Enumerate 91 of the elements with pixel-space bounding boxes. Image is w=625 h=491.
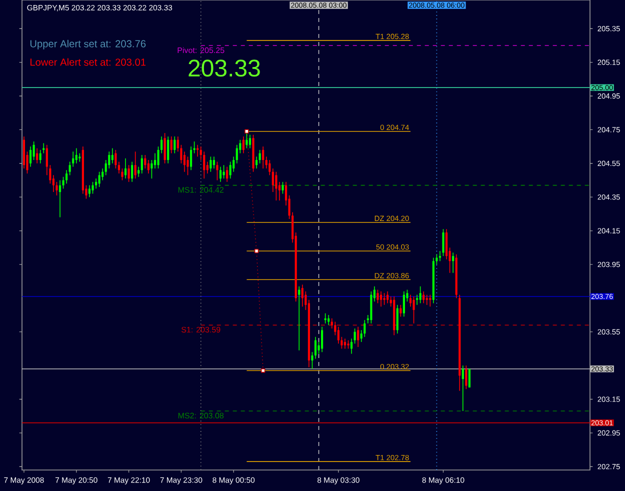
candlestick (426, 294, 428, 306)
candlestick (337, 326, 340, 344)
candlestick (386, 291, 389, 304)
candlestick (183, 151, 186, 172)
candlestick (409, 294, 412, 307)
candlestick (32, 141, 35, 160)
series-label: S1: 203.59 (181, 326, 220, 333)
candlestick (383, 292, 386, 306)
candlestick (468, 368, 471, 388)
candlestick (219, 166, 222, 182)
candlestick (131, 161, 134, 182)
candlestick (190, 146, 192, 171)
candlestick (29, 146, 32, 168)
annotation: Lower Alert set at: 203.01 (30, 58, 146, 66)
candlestick (412, 296, 415, 324)
candlestick (154, 152, 156, 169)
candlestick (88, 184, 91, 198)
candlestick (111, 148, 114, 164)
candlestick (193, 141, 196, 154)
candlestick (118, 161, 120, 174)
candlestick (236, 144, 238, 164)
candlestick (164, 132, 166, 164)
candlestick (354, 328, 356, 344)
candlestick (138, 166, 140, 178)
candlestick (46, 144, 48, 176)
candlestick (212, 156, 216, 169)
candlestick (419, 286, 422, 304)
candlestick (314, 336, 317, 360)
candlestick (167, 136, 170, 164)
candlestick (380, 291, 382, 307)
candlestick (330, 318, 333, 329)
candlestick (94, 178, 98, 190)
candlestick (134, 151, 136, 179)
candlestick (222, 164, 225, 179)
candlestick (465, 365, 468, 390)
point (254, 248, 259, 254)
series-label: MS2: 203.08 (178, 412, 224, 418)
candlestick (400, 304, 402, 318)
candlestick (275, 171, 278, 201)
series-label: MS1: 204.42 (178, 187, 224, 193)
candlestick (445, 228, 448, 260)
candlestick (298, 286, 300, 351)
candlestick (114, 150, 117, 169)
candlestick (226, 166, 228, 182)
candlestick (144, 154, 146, 169)
candlestick (39, 150, 42, 164)
candlestick (462, 365, 464, 412)
candlestick (124, 158, 127, 179)
point (260, 368, 266, 373)
candlestick (196, 144, 199, 158)
candlestick (344, 338, 346, 350)
candlestick (248, 134, 252, 149)
candlestick (452, 252, 454, 274)
candlestick (262, 146, 264, 169)
candlestick (216, 161, 218, 181)
candlestick (321, 326, 324, 352)
candlestick (102, 168, 104, 181)
candlestick (36, 148, 38, 164)
candlestick (282, 182, 284, 194)
candlestick (75, 148, 78, 164)
candlestick (416, 294, 418, 306)
candlestick (92, 182, 94, 194)
candlestick (396, 304, 398, 334)
candlestick (170, 136, 172, 154)
candlestick (268, 160, 271, 176)
candlestick (255, 156, 258, 169)
annotation: Upper Alert set at: 203.76 (30, 40, 146, 50)
candlestick (174, 136, 176, 154)
series-label: Pivot: 205.25 (178, 47, 224, 54)
candlestick (258, 150, 261, 164)
candlestick (376, 289, 379, 304)
candlestick (58, 180, 62, 218)
candlestick (128, 164, 130, 182)
candlestick (272, 168, 274, 192)
candlestick (98, 171, 100, 188)
candlestick (350, 338, 353, 354)
candlestick (242, 136, 244, 154)
candlestick (232, 156, 235, 172)
candlestick (422, 291, 425, 304)
candlestick (42, 142, 45, 154)
candlestick (246, 130, 248, 149)
candlestick (66, 170, 68, 184)
candlestick (210, 156, 212, 172)
candlestick (429, 294, 432, 307)
candlestick (301, 284, 304, 307)
candlestick (402, 291, 405, 318)
point (244, 129, 249, 134)
candlestick (357, 326, 360, 348)
candlestick (147, 160, 150, 174)
candlestick (140, 154, 143, 174)
annotation: 203.33 (188, 60, 260, 77)
